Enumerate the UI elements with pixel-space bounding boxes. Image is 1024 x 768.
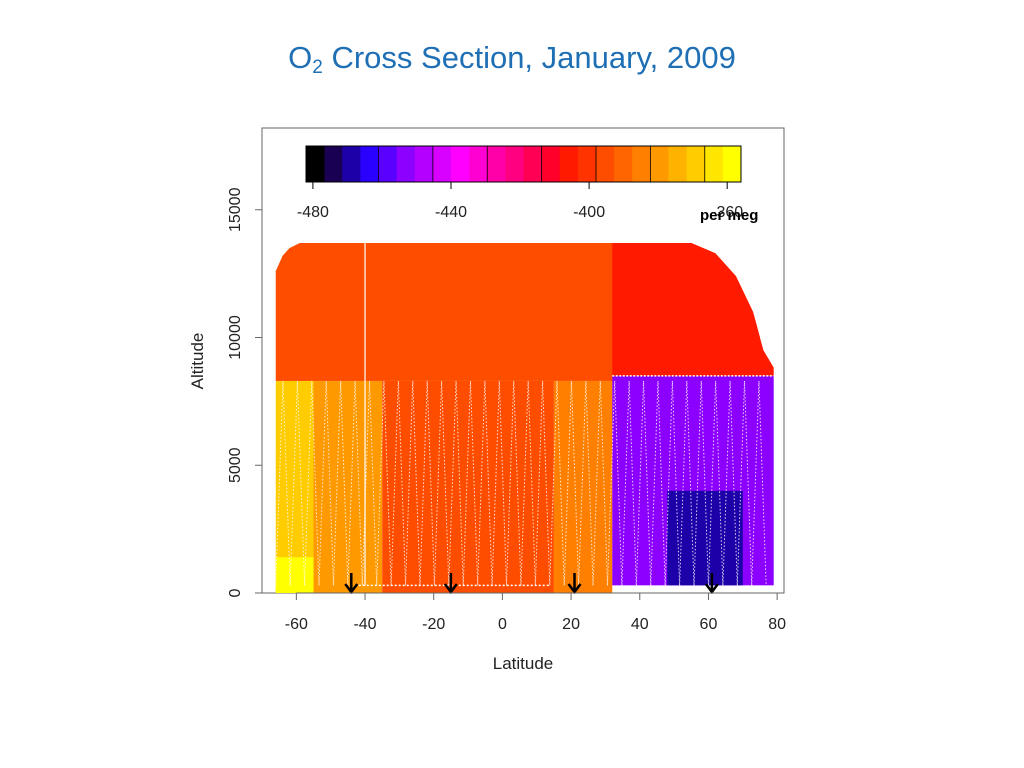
heat-cell <box>382 380 554 593</box>
flight-track <box>289 380 306 586</box>
flight-marker-arrowhead <box>443 583 458 595</box>
flight-track <box>736 380 753 586</box>
flight-track <box>448 380 464 586</box>
flight-track <box>707 380 724 586</box>
title-rest: Cross Section, January, 2009 <box>322 40 736 75</box>
flight-track <box>376 380 392 586</box>
flight-track <box>650 380 666 586</box>
colorbar-tick-label: -440 <box>435 204 467 221</box>
title-prefix: O <box>288 40 313 75</box>
heat-cell <box>313 380 383 593</box>
flight-track <box>433 380 450 586</box>
colorbar-border <box>305 145 742 183</box>
flight-track <box>679 380 695 586</box>
y-axis-tick-label: 0 <box>227 588 244 597</box>
flight-track <box>318 380 334 586</box>
colorbar-tick-label: -360 <box>711 204 743 221</box>
colorbar-segment <box>668 146 688 182</box>
flight-track <box>722 380 738 586</box>
flight-track <box>751 380 767 586</box>
flight-track <box>534 380 551 586</box>
colorbar-segment <box>559 146 579 182</box>
colorbar-unit-label: per meg <box>700 207 758 224</box>
flight-markers <box>344 573 719 595</box>
x-axis-tick-label: 0 <box>498 616 507 633</box>
colorbar: -480 -440 -400 -360 <box>297 145 743 221</box>
y-axis-tick-label: 10000 <box>227 315 244 360</box>
flight-track <box>347 380 363 586</box>
colorbar-segment <box>650 146 669 182</box>
flight-track <box>477 380 493 586</box>
y-axis-tick-label: 5000 <box>227 447 244 483</box>
colorbar-segment <box>432 146 452 182</box>
flight-track <box>635 380 652 586</box>
flight-marker-arrowhead <box>704 583 719 595</box>
heat-cell <box>667 490 743 586</box>
flight-track <box>693 380 709 586</box>
x-axis-tick-label: -40 <box>353 616 376 633</box>
flight-track <box>361 380 378 586</box>
colorbar-segment <box>596 146 615 182</box>
flight-track <box>592 380 608 586</box>
x-axis-tick-label: -20 <box>422 616 445 633</box>
colorbar-segment <box>614 146 633 182</box>
x-axis-tick-label: 60 <box>700 616 718 633</box>
colorbar-segment <box>505 146 524 182</box>
colorbar-segment <box>378 146 398 182</box>
title-subscript: 2 <box>312 57 323 78</box>
colorbar-segment <box>722 146 742 182</box>
colorbar-segment <box>487 146 506 182</box>
colorbar-segment <box>577 146 597 182</box>
colorbar-segment <box>469 146 488 182</box>
colorbar-segment <box>342 146 361 182</box>
slide-title: O2 Cross Section, January, 2009 <box>0 40 1024 79</box>
colorbar-segment <box>632 146 651 182</box>
x-axis-label: Latitude <box>493 654 554 673</box>
colorbar-segment <box>541 146 561 182</box>
flight-marker-arrowhead <box>567 583 582 595</box>
flight-track <box>549 380 565 586</box>
colorbar-tick-label: -400 <box>573 204 605 221</box>
flight-track <box>578 380 594 586</box>
y-axis: 0 5000 10000 15000 <box>227 187 263 597</box>
x-axis-tick-label: 20 <box>562 616 580 633</box>
flight-track <box>390 380 407 586</box>
flight-track <box>621 380 637 586</box>
flight-track <box>332 380 349 586</box>
colorbar-segment <box>686 146 706 182</box>
x-axis: -60 -40 -20 0 20 40 60 80 <box>285 592 786 633</box>
x-axis-tick-label: -60 <box>285 616 308 633</box>
heatmap-layer <box>268 242 774 593</box>
x-axis-tick-label: 40 <box>631 616 649 633</box>
colorbar-tick-label: -480 <box>297 204 329 221</box>
colorbar-segment <box>414 146 434 182</box>
flight-track <box>304 380 320 586</box>
flight-track <box>275 380 291 586</box>
flight-track <box>520 380 536 586</box>
flight-track <box>405 380 421 586</box>
flight-track <box>506 380 522 586</box>
colorbar-segment <box>523 146 543 182</box>
colorbar-segment <box>324 146 343 182</box>
colorbar-segment <box>451 146 470 182</box>
flight-track-lines <box>275 242 774 587</box>
flight-track <box>563 380 580 586</box>
flight-track <box>491 380 508 586</box>
y-axis-tick-label: 15000 <box>227 187 244 232</box>
y-axis-label: Altitude <box>188 333 207 390</box>
flight-marker-arrowhead <box>344 583 359 595</box>
flight-track <box>419 380 435 586</box>
colorbar-segment <box>360 146 379 182</box>
flight-track <box>664 380 681 586</box>
colorbar-segment <box>306 146 325 182</box>
flight-track <box>462 380 479 586</box>
x-axis-tick-label: 80 <box>768 616 786 633</box>
heat-cell <box>553 380 613 593</box>
colorbar-segment <box>396 146 416 182</box>
colorbar-segment <box>704 146 724 182</box>
flight-track <box>606 380 623 586</box>
